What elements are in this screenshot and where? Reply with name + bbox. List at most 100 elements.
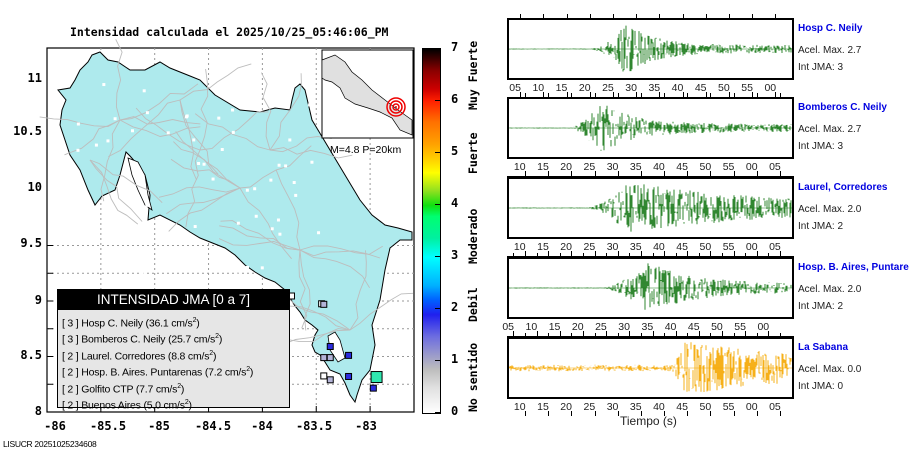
- legend-item: [ 3 ] Bomberos C. Neily (25.7 cm/s2): [58, 329, 289, 346]
- station-marker: [345, 351, 353, 359]
- station-max-accel: Acel. Max. 0.0: [798, 364, 862, 375]
- colorbar-tick-mark: [435, 412, 440, 413]
- time-tick-mark: [768, 331, 770, 336]
- time-tick: 30: [606, 161, 619, 173]
- time-tick: 20: [578, 82, 591, 94]
- time-tick: 30: [606, 241, 619, 253]
- time-tick-mark: [594, 411, 596, 416]
- station-dot: [292, 181, 296, 185]
- station-dot: [78, 246, 82, 250]
- x-tick: -83: [355, 419, 377, 433]
- time-tick-mark: [640, 93, 642, 97]
- time-tick-mark: [559, 253, 561, 257]
- time-tick: 20: [560, 401, 572, 413]
- time-tick-mark: [617, 411, 619, 416]
- intensity-map: [39, 39, 415, 413]
- time-tick-mark: [733, 251, 735, 256]
- station-name: Hosp C. Neily: [798, 23, 863, 34]
- time-tick-mark: [664, 333, 666, 337]
- time-tick-mark: [664, 251, 666, 256]
- time-tick-mark: [733, 333, 735, 337]
- legend-intensity: [ 2 ]: [62, 399, 79, 412]
- station-jma-intensity: Int JMA: 3: [798, 141, 844, 152]
- time-tick: 40: [653, 241, 665, 253]
- time-tick: 40: [653, 161, 665, 173]
- inset-landmass: [321, 54, 413, 136]
- info-bar: [793, 339, 794, 395]
- legend-item: [ 2 ] Buenos Aires (5.0 cm/s2): [58, 395, 289, 412]
- time-tick-mark: [640, 173, 642, 177]
- time-tick-mark: [594, 251, 596, 256]
- time-tick-mark: [729, 92, 731, 97]
- x-tick: -85.5: [89, 419, 127, 433]
- legend-accel: (5.0 cm/s: [143, 399, 185, 412]
- time-tick: 15: [537, 241, 549, 253]
- colorbar-tick-mark: [435, 48, 440, 49]
- time-tick-mark: [582, 253, 584, 257]
- station-marker: [345, 372, 353, 380]
- legend-item: [ 2 ] Hosp. B. Aires. Puntarenas (7.2 cm…: [58, 362, 289, 379]
- time-tick: 00: [745, 241, 758, 253]
- road: [260, 72, 272, 151]
- time-tick: 05: [769, 401, 781, 413]
- legend-station: Bomberos C. Neily: [81, 333, 166, 346]
- time-tick-mark: [571, 173, 573, 177]
- time-tick-mark: [524, 411, 526, 416]
- time-tick: 00: [757, 321, 770, 333]
- station-dot: [145, 203, 149, 207]
- colorbar-tick-mark: [435, 204, 440, 205]
- road: [179, 99, 198, 181]
- road: [275, 169, 301, 251]
- colorbar-tick: 3: [451, 248, 459, 262]
- legend-close: ): [212, 350, 217, 363]
- time-tick-mark: [571, 411, 573, 416]
- station-dot: [278, 232, 282, 236]
- time-tick: 05: [769, 241, 781, 253]
- time-tick: 35: [629, 161, 642, 173]
- time-tick: 45: [676, 241, 688, 253]
- time-tick-mark: [629, 253, 631, 257]
- time-tick-mark: [745, 331, 747, 336]
- intensity-colorbar: [422, 48, 441, 414]
- time-tick-mark: [548, 411, 550, 416]
- time-tick: 00: [745, 161, 758, 173]
- station-dot: [142, 89, 146, 93]
- legend-accel: (8.8 cm/s: [167, 350, 210, 363]
- time-tick-mark: [756, 173, 758, 177]
- legend-item: [ 3 ] Hosp C. Neily (36.1 cm/s2): [58, 313, 289, 330]
- colorbar-label-moderado: Moderado: [466, 208, 480, 264]
- colorbar-tick: 0: [451, 404, 459, 418]
- time-tick: 10: [513, 241, 526, 253]
- time-tick-mark: [559, 331, 561, 336]
- time-tick-mark: [729, 14, 731, 18]
- station-max-accel: Acel. Max. 2.0: [798, 204, 862, 215]
- time-tick-mark: [687, 411, 689, 416]
- time-tick: 00: [764, 82, 777, 94]
- station-dot: [202, 162, 206, 166]
- time-tick: 50: [718, 82, 730, 94]
- time-tick-mark: [780, 411, 782, 416]
- time-tick: 20: [560, 161, 572, 173]
- time-tick: 00: [745, 401, 758, 413]
- station-dot: [94, 143, 98, 147]
- time-tick: 55: [722, 161, 735, 173]
- legend-close: ): [249, 366, 254, 379]
- time-tick: 05: [502, 321, 514, 333]
- station-dot: [132, 188, 136, 192]
- station-dot: [141, 266, 145, 270]
- station-dot: [294, 193, 298, 197]
- y-tick: 10.5: [13, 124, 42, 138]
- time-tick-mark: [617, 251, 619, 256]
- time-tick: 35: [641, 321, 654, 333]
- seismogram-panel: [507, 18, 794, 80]
- map-title: Intensidad calculada el 2025/10/25_05:46…: [70, 25, 389, 39]
- colorbar-label-muy-fuerte: Muy Fuerte: [466, 40, 480, 110]
- station-dot: [95, 226, 99, 230]
- road: [185, 149, 201, 228]
- legend-item: [ 2 ] Golfito CTP (7.7 cm/s2): [58, 379, 289, 396]
- seismogram-trace: [509, 25, 792, 72]
- time-tick: 55: [722, 241, 735, 253]
- time-tick: 40: [671, 82, 684, 94]
- time-tick-mark: [780, 251, 782, 256]
- time-tick-mark: [756, 411, 758, 416]
